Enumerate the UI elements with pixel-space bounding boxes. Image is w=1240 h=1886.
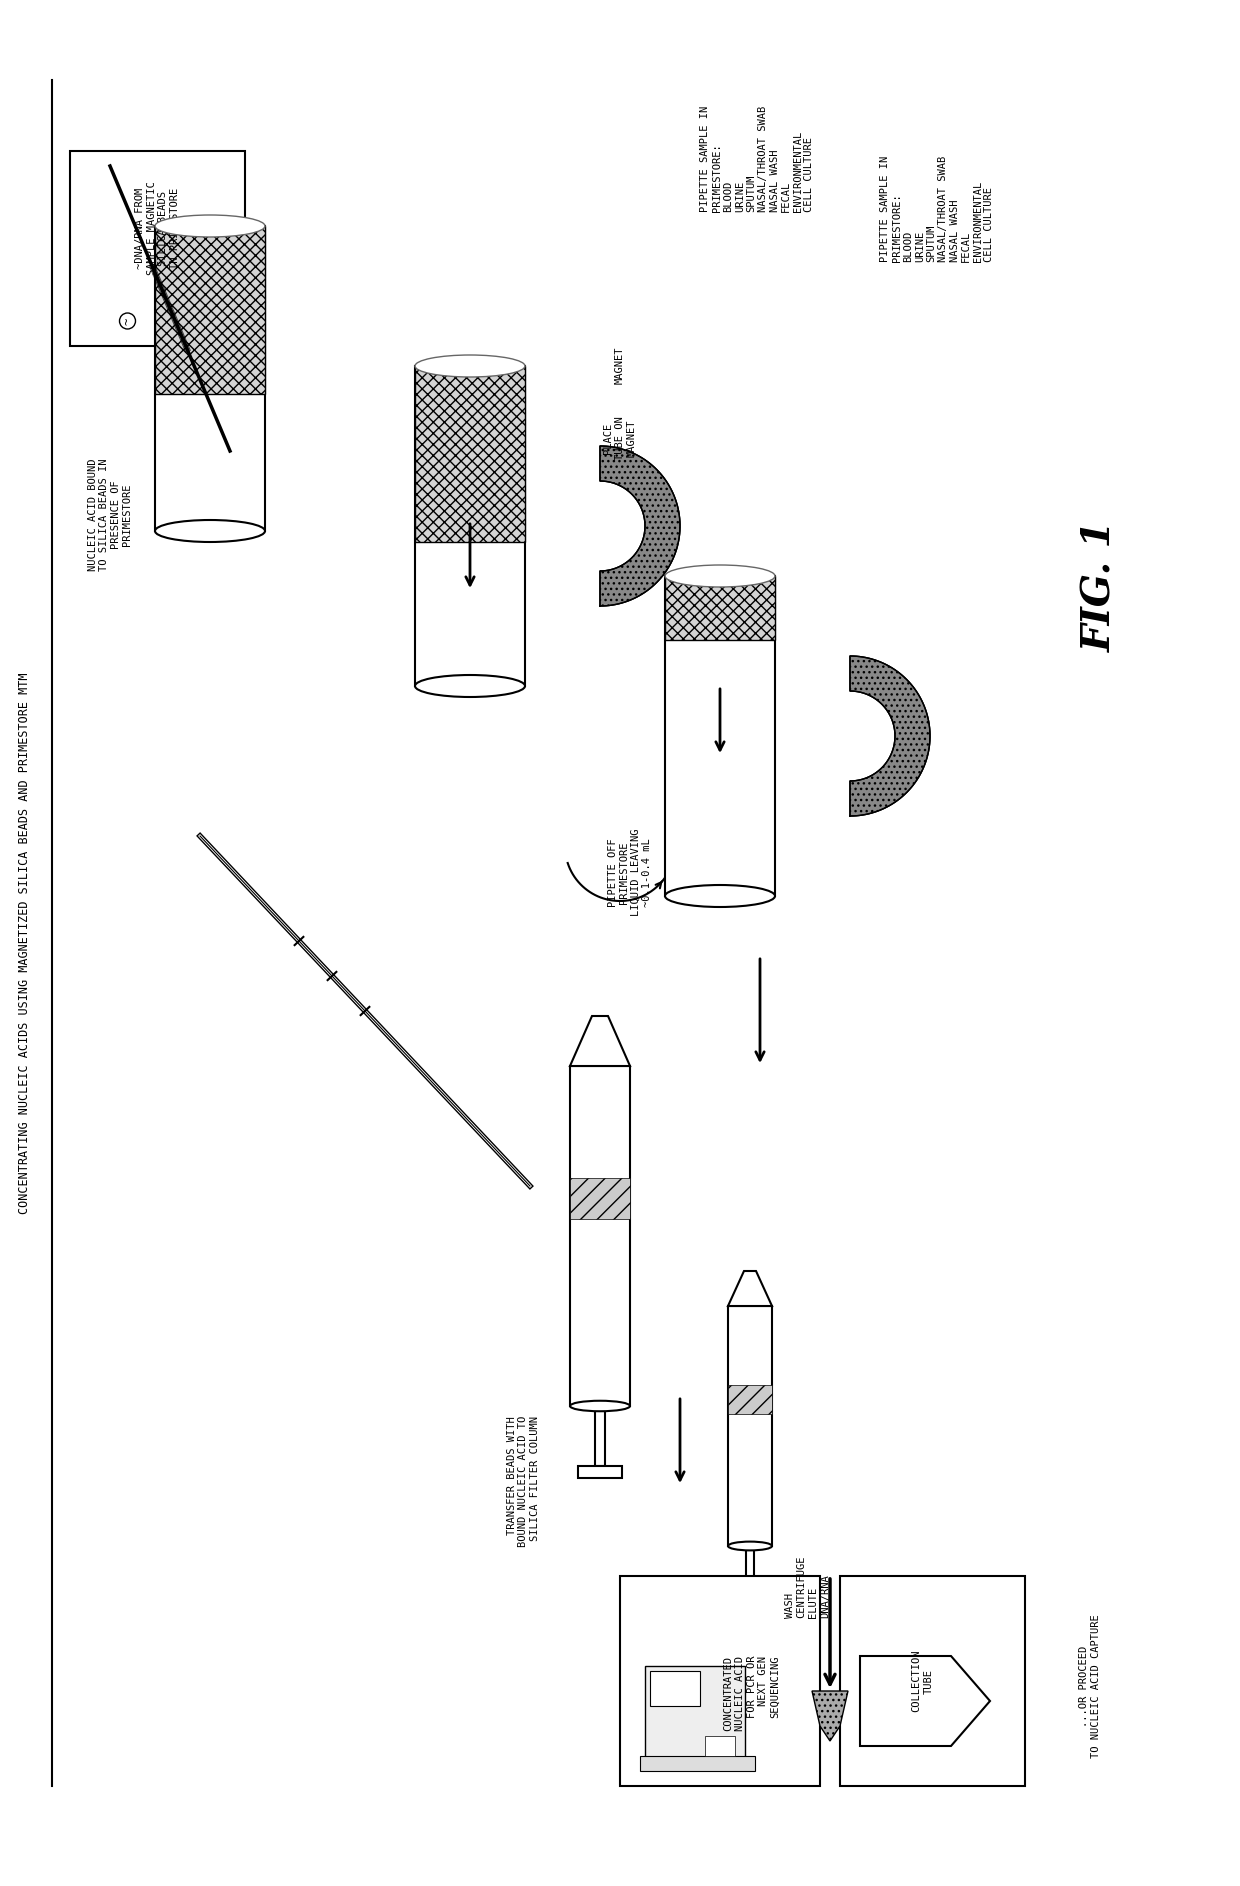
Bar [746, 1545, 754, 1586]
Bar [665, 575, 775, 639]
Polygon shape [849, 656, 930, 817]
Text: CONCENTRATED
NUCLEIC ACID
FOR PCR OR
NEXT GEN
SEQUENCING: CONCENTRATED NUCLEIC ACID FOR PCR OR NEX… [724, 1656, 780, 1731]
Bar [570, 1066, 630, 1405]
Text: ...OR PROCEED
TO NUCLEIC ACID CAPTURE: ...OR PROCEED TO NUCLEIC ACID CAPTURE [1079, 1614, 1101, 1758]
Ellipse shape [665, 566, 775, 587]
Bar [595, 1403, 605, 1465]
Text: ~: ~ [122, 317, 134, 324]
Bar [69, 151, 246, 345]
Ellipse shape [570, 1401, 630, 1411]
Text: MAGNET: MAGNET [615, 345, 625, 383]
Bar [706, 1735, 735, 1756]
Text: NUCLEIC ACID BOUND
TO SILICA BEADS IN
PRESENCE OF
PRIMESTORE: NUCLEIC ACID BOUND TO SILICA BEADS IN PR… [88, 458, 133, 571]
Text: PIPETTE SAMPLE IN
PRIMESTORE:
BLOOD
URINE
SPUTUM
NASAL/THROAT SWAB
NASAL WASH
FE: PIPETTE SAMPLE IN PRIMESTORE: BLOOD URIN… [701, 106, 815, 213]
Bar [415, 366, 525, 541]
Ellipse shape [415, 675, 525, 698]
Text: TRANSFER BEADS WITH
BOUND NUCLEIC ACID TO
SILICA FILTER COLUMN: TRANSFER BEADS WITH BOUND NUCLEIC ACID T… [507, 1416, 539, 1547]
Text: ~DNA/RNA FROM
SAMPLE MAGNETIC
SILICA BEADS
IN PRIMESTORE: ~DNA/RNA FROM SAMPLE MAGNETIC SILICA BEA… [135, 181, 180, 275]
Bar [728, 1384, 773, 1414]
Polygon shape [600, 445, 680, 605]
Bar [665, 575, 775, 639]
Text: CONCENTRATING NUCLEIC ACIDS USING MAGNETIZED SILICA BEADS AND PRIMESTORE MTM: CONCENTRATING NUCLEIC ACIDS USING MAGNET… [19, 671, 31, 1215]
Ellipse shape [665, 885, 775, 907]
Text: PLACE
TUBE ON
MAGNET: PLACE TUBE ON MAGNET [604, 417, 636, 460]
Text: WASH
CENTRIFUGE
ELUTE
DNA/RNA: WASH CENTRIFUGE ELUTE DNA/RNA [785, 1556, 830, 1618]
Polygon shape [570, 1017, 630, 1066]
Bar [578, 1465, 622, 1479]
Bar [155, 226, 265, 532]
Text: FIG. 1: FIG. 1 [1081, 521, 1118, 653]
Text: PIPETTE SAMPLE IN
PRIMESTORE:
BLOOD
URINE
SPUTUM
NASAL/THROAT SWAB
NASAL WASH
FE: PIPETTE SAMPLE IN PRIMESTORE: BLOOD URIN… [880, 157, 994, 262]
Polygon shape [861, 1656, 990, 1746]
Bar [620, 1577, 820, 1786]
Polygon shape [728, 1271, 773, 1305]
Bar [645, 1665, 745, 1765]
Circle shape [119, 313, 135, 328]
Bar [415, 366, 525, 541]
Ellipse shape [155, 521, 265, 541]
Ellipse shape [728, 1541, 773, 1550]
Bar [640, 1756, 755, 1771]
Bar [665, 575, 775, 896]
Bar [570, 1179, 630, 1218]
Bar [728, 1305, 773, 1547]
Ellipse shape [415, 355, 525, 377]
Text: COLLECTION
TUBE: COLLECTION TUBE [911, 1650, 934, 1712]
Polygon shape [812, 1692, 848, 1741]
Bar [734, 1586, 766, 1596]
Ellipse shape [155, 215, 265, 238]
Bar [650, 1671, 701, 1707]
Bar [839, 1577, 1025, 1786]
Bar [155, 226, 265, 394]
Bar [415, 366, 525, 687]
Text: PIPETTE OFF
PRIMESTORE
LIQUID LEAVING
~0.1-0.4 mL: PIPETTE OFF PRIMESTORE LIQUID LEAVING ~0… [608, 828, 652, 917]
Bar [155, 226, 265, 394]
